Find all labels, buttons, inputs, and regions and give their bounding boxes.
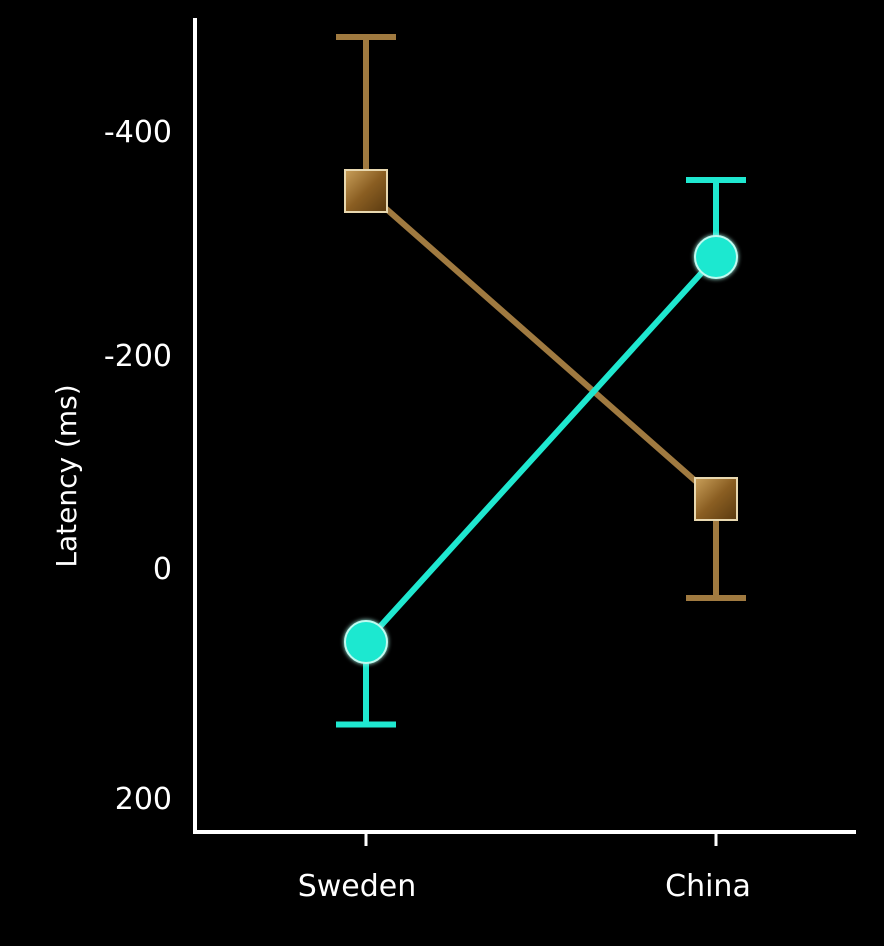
circle-marker (344, 620, 388, 664)
y-tick-label: -200 (104, 339, 172, 374)
y-axis-title: Latency (ms) (50, 384, 83, 567)
x-category-label: China (665, 869, 751, 904)
square-marker (694, 477, 738, 521)
circle-marker (694, 235, 738, 279)
x-category-label: Sweden (298, 869, 417, 904)
y-tick-label: -400 (104, 115, 172, 150)
square-marker (344, 169, 388, 213)
y-tick-label: 200 (115, 782, 172, 817)
series-line (364, 188, 718, 502)
series-line (363, 254, 719, 645)
series-layer (336, 34, 746, 728)
y-tick-label: 0 (153, 552, 172, 587)
